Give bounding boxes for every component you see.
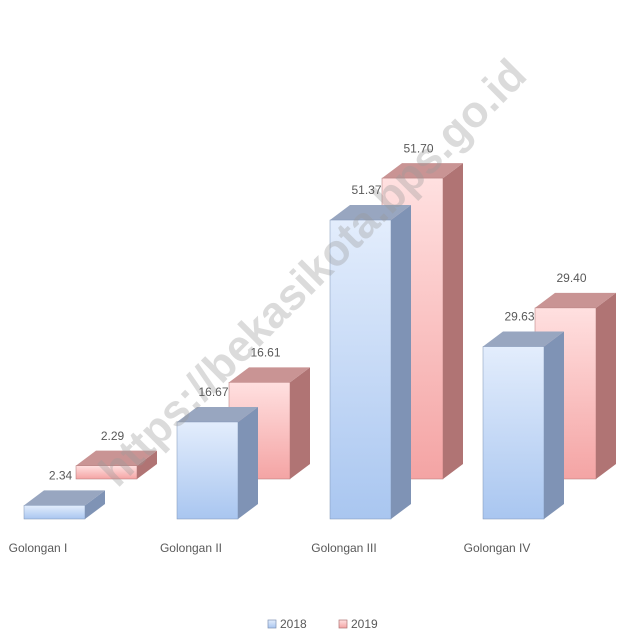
- x-tick-label: Golongan II: [160, 541, 222, 555]
- bar-side: [391, 205, 411, 519]
- bar-top: [382, 163, 463, 179]
- bar-top: [535, 292, 616, 308]
- bar-top: [177, 406, 258, 422]
- data-label: 51.70: [403, 141, 433, 155]
- bar-side: [443, 163, 463, 479]
- bar: [482, 346, 545, 520]
- bar-side: [544, 331, 564, 519]
- bar-top: [483, 331, 564, 347]
- legend-swatch: [267, 619, 277, 629]
- data-label: 16.61: [250, 346, 280, 360]
- data-label: 2.29: [101, 429, 125, 443]
- bar-side: [238, 406, 258, 519]
- bar-top: [330, 205, 411, 221]
- bar-side: [137, 450, 157, 479]
- bar-top: [24, 490, 105, 506]
- x-tick-label: Golongan I: [9, 541, 68, 555]
- bar: [75, 465, 138, 480]
- bar-side: [85, 490, 105, 519]
- legend-label: 2019: [351, 617, 378, 631]
- data-label: 29.63: [504, 310, 534, 324]
- data-label: 16.67: [198, 385, 228, 399]
- bar: [176, 421, 239, 520]
- x-tick-label: Golongan IV: [464, 541, 531, 555]
- x-tick-label: Golongan III: [311, 541, 376, 555]
- bar-side: [596, 292, 616, 479]
- bar-side: [290, 367, 310, 479]
- bar-top: [76, 450, 157, 466]
- data-label: 51.37: [351, 183, 381, 197]
- legend-swatch: [338, 619, 348, 629]
- watermark: https://bekasikota.bps.go.id: [90, 50, 536, 496]
- bar: [23, 505, 86, 520]
- plot-area: [23, 163, 616, 520]
- data-label: 2.34: [49, 469, 73, 483]
- legend-label: 2018: [280, 617, 307, 631]
- bar-top: [229, 367, 310, 383]
- bar: [329, 219, 392, 520]
- data-label: 29.40: [556, 271, 586, 285]
